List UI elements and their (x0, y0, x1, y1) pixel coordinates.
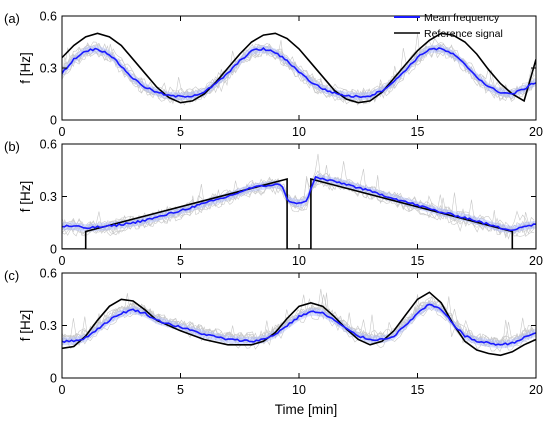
x-tick-label: 5 (177, 254, 184, 268)
y-tick-label: 0 (50, 372, 57, 386)
panel-b-traces (62, 153, 536, 249)
y-tick-label: 0.6 (40, 267, 57, 281)
x-tick-label: 5 (177, 383, 184, 397)
x-tick-label: 20 (529, 125, 543, 139)
x-tick-label: 5 (177, 125, 184, 139)
panel-b-axes (61, 143, 537, 250)
panel-c-axes (61, 272, 537, 379)
panel-b-ticks: 0 5 10 15 20 0 0.3 0.6 (40, 138, 543, 269)
mean-frequency-line (62, 47, 536, 99)
panel-c: 0 5 10 15 20 0 0.3 0.6 (c) f [Hz] (4, 267, 543, 398)
panel-b: 0 5 10 15 20 0 0.3 0.6 (b) f [Hz] (4, 138, 543, 269)
panel-traces-clipped (62, 153, 536, 249)
panel-a: 0 5 10 15 20 0 0.3 0.6 (a) f [Hz] (4, 10, 543, 140)
reference-signal-line (62, 177, 536, 249)
trial-trace (62, 44, 535, 102)
panel-c-traces (62, 288, 536, 357)
panel-a-ylabel: f [Hz] (18, 52, 33, 84)
mean-frequency-line (62, 303, 536, 346)
x-tick-label: 10 (292, 254, 306, 268)
x-tick-label: 15 (411, 254, 425, 268)
trial-trace (62, 178, 535, 240)
x-tick-label: 0 (59, 383, 66, 397)
reference-signal-line (62, 32, 536, 104)
panel-a-traces (62, 32, 536, 106)
y-tick-label: 0.6 (40, 138, 57, 152)
y-tick-label: 0.3 (40, 190, 57, 204)
reference-signal-line (62, 291, 536, 357)
y-tick-label: 0.3 (40, 62, 57, 76)
panel-traces-clipped (62, 32, 536, 106)
y-tick-label: 0.3 (40, 319, 57, 333)
x-tick-label: 20 (529, 383, 543, 397)
x-tick-label: 15 (411, 125, 425, 139)
panel-c-label: (c) (4, 268, 19, 283)
x-tick-label: 20 (529, 254, 543, 268)
legend-mean-label: Mean frequency (424, 12, 500, 24)
panel-a-ticks: 0 5 10 15 20 0 0.3 0.6 (40, 10, 543, 140)
y-tick-label: 0.6 (40, 10, 57, 24)
mean-confidence-band (62, 174, 536, 234)
panel-c-ticks: 0 5 10 15 20 0 0.3 0.6 (40, 267, 543, 398)
x-tick-label: 0 (59, 254, 66, 268)
legend: Mean frequency Reference signal (394, 12, 503, 40)
x-tick-label: 0 (59, 125, 66, 139)
x-tick-label: 15 (411, 383, 425, 397)
y-tick-label: 0 (50, 114, 57, 128)
panel-b-ylabel: f [Hz] (18, 181, 33, 213)
panel-a-label: (a) (4, 11, 20, 26)
trial-trace (62, 173, 535, 232)
panel-c-ylabel: f [Hz] (18, 310, 33, 342)
panel-traces-clipped (62, 288, 536, 357)
mean-frequency-line (62, 175, 536, 232)
panel-b-label: (b) (4, 139, 20, 154)
y-tick-label: 0 (50, 243, 57, 257)
legend-reference-label: Reference signal (424, 28, 503, 40)
x-tick-label: 10 (292, 383, 306, 397)
trial-trace (62, 46, 535, 104)
x-tick-label: 10 (292, 125, 306, 139)
x-axis-title: Time [min] (275, 402, 338, 417)
